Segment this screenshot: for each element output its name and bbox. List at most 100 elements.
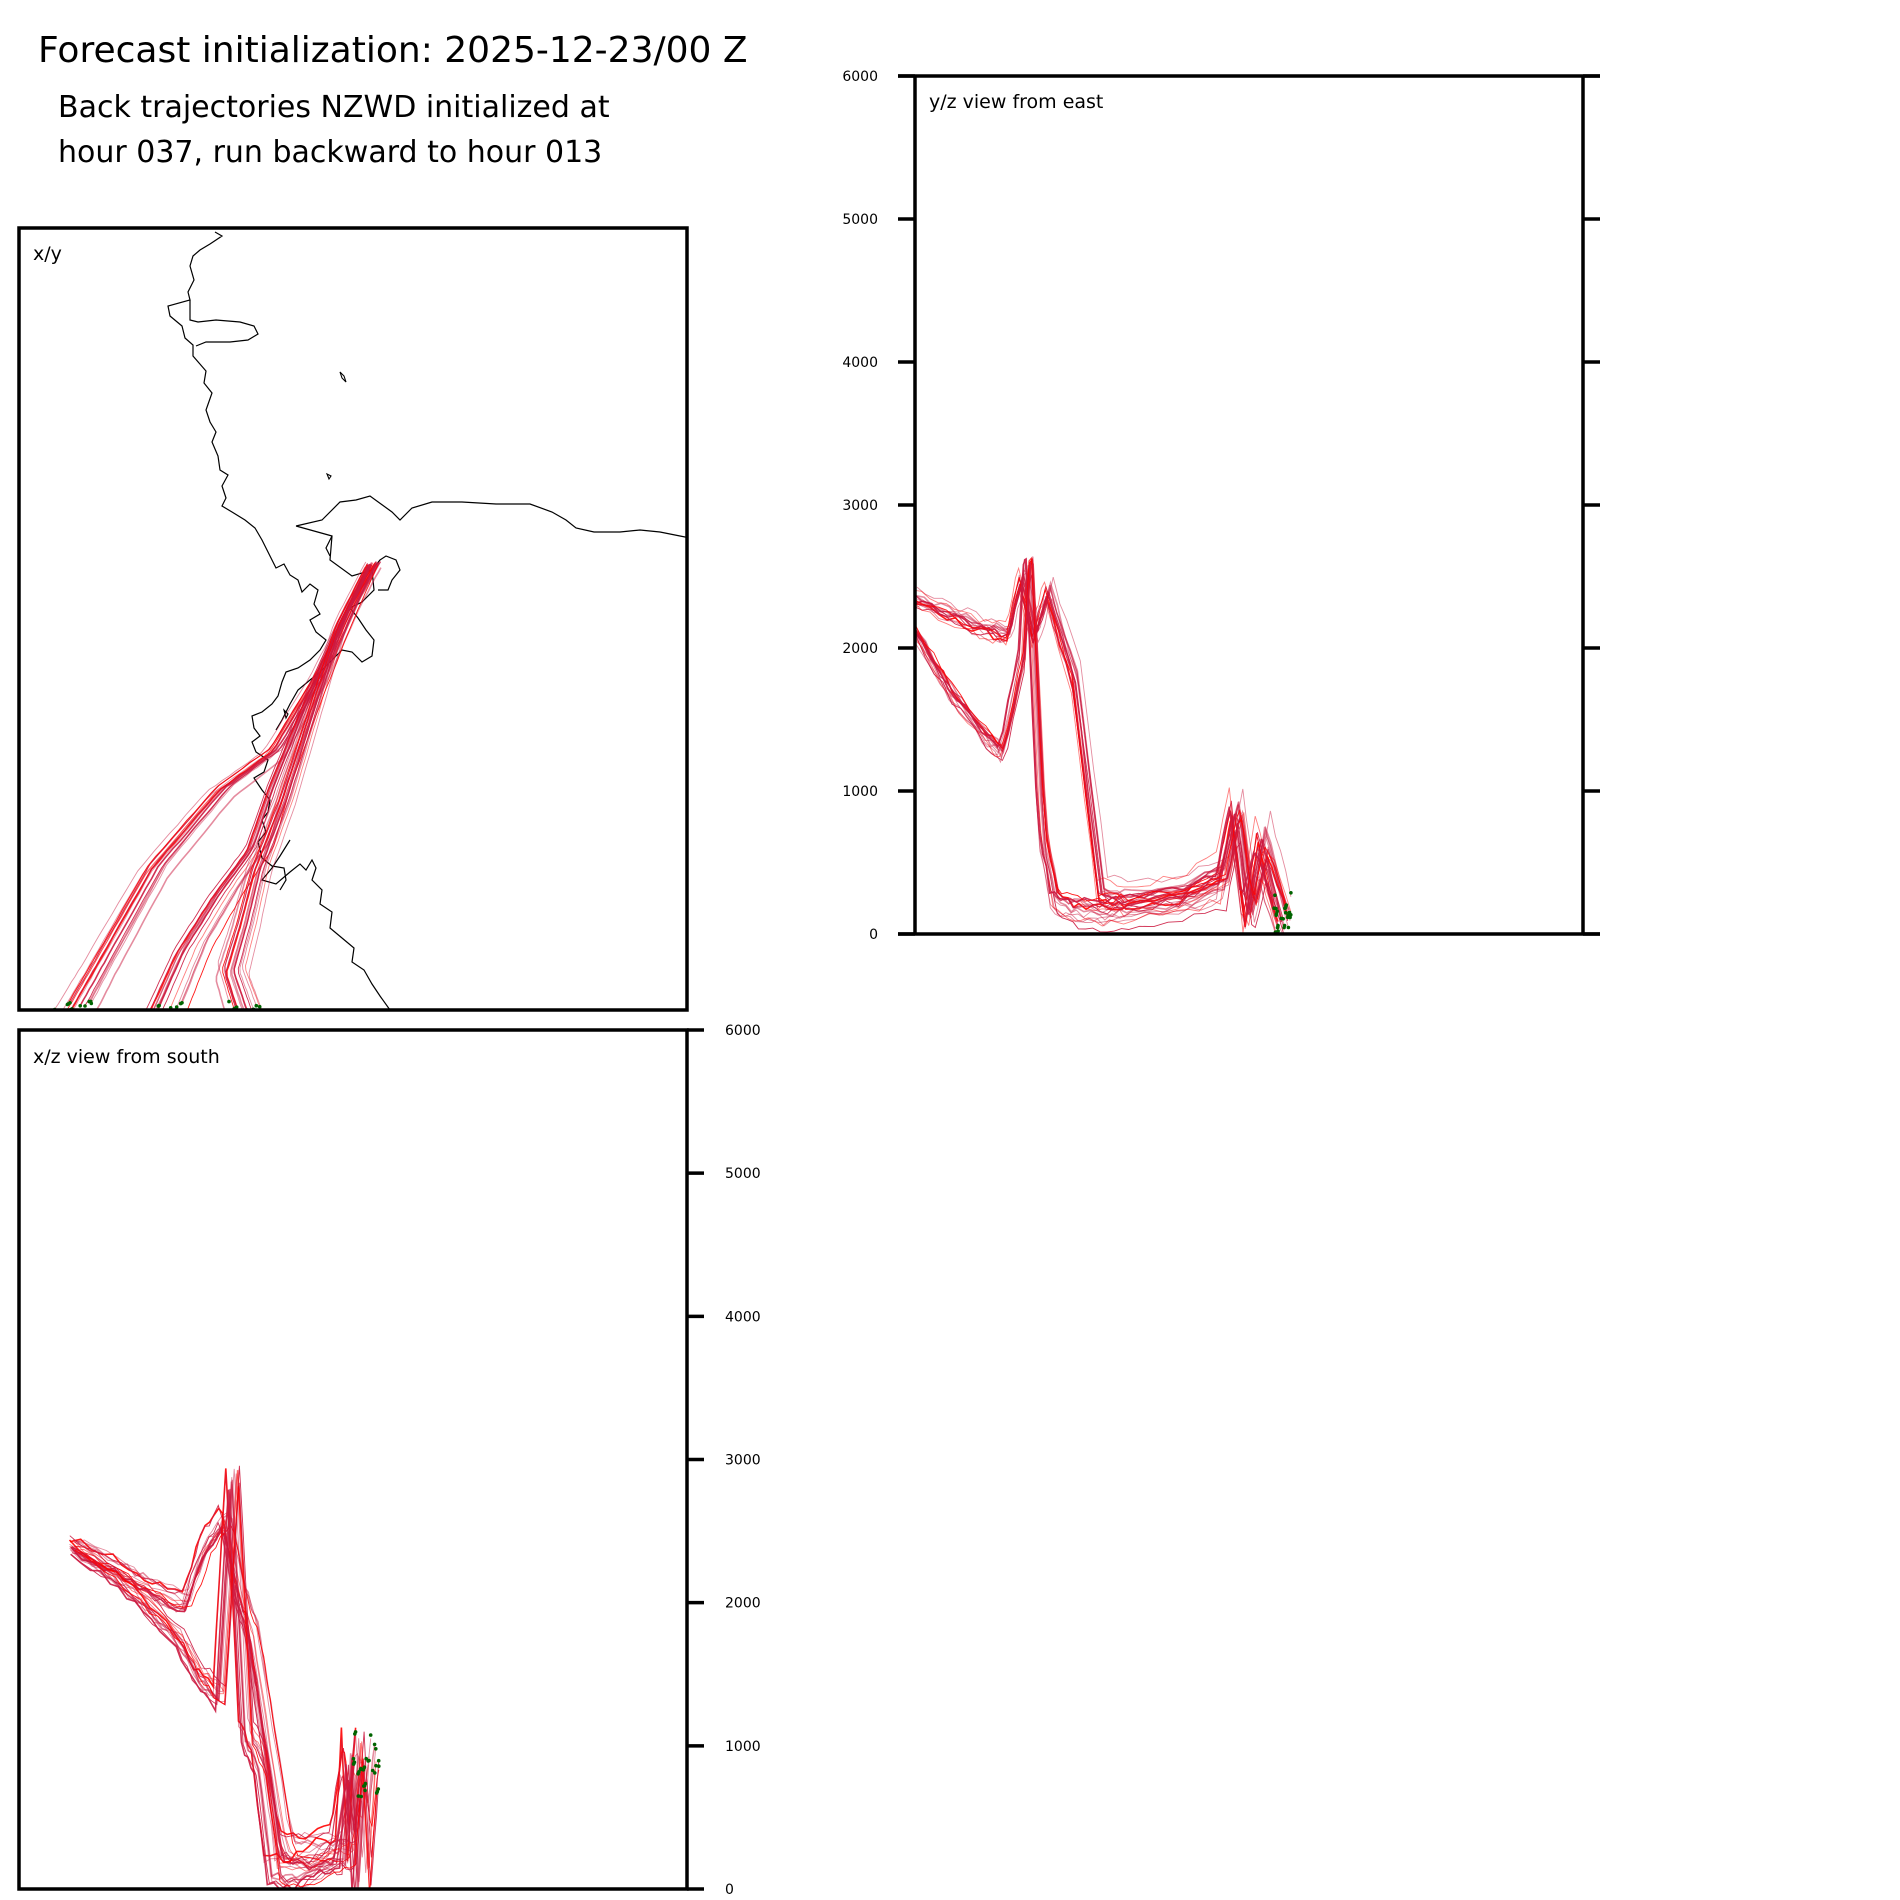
- xz-y-axis: 0 1000 2000 3000 4000 5000 6000: [687, 1023, 761, 1898]
- xy-start-marker-36: [225, 1017, 229, 1021]
- yz-tick-label-4: 4000: [842, 355, 878, 371]
- yz-start-marker-31: [1284, 903, 1289, 907]
- yz-start-marker-7: [1286, 925, 1291, 930]
- coastline-north-tongue: [189, 300, 259, 347]
- xy-start-marker-21: [152, 1015, 156, 1019]
- xy-trajectory-lines: [54, 561, 382, 1010]
- xy-trajectory-bundle_east-14: [230, 564, 370, 1010]
- yz-start-markers: [1272, 891, 1293, 948]
- yz-trajectory-lines: [915, 556, 1292, 934]
- xy-start-marker-14: [88, 999, 93, 1004]
- xy-frame: [17, 226, 689, 1012]
- xz-tick-label-2: 2000: [725, 1596, 761, 1612]
- yz-start-marker-28: [1272, 906, 1276, 910]
- xy-start-marker-29: [151, 1016, 155, 1020]
- xz-tick-label-3: 3000: [725, 1453, 761, 1469]
- xy-trajectory-bundle_mid-15: [186, 565, 379, 1010]
- xz-start-marker-13: [374, 1747, 378, 1751]
- xy-start-marker-9: [83, 1004, 87, 1008]
- xz-start-marker-23: [367, 1758, 371, 1763]
- xy-start-marker-27: [156, 1004, 161, 1008]
- xz-tick-label-0: 0: [725, 1882, 734, 1898]
- island-b: [325, 472, 332, 481]
- xy-start-marker-25: [159, 1013, 163, 1017]
- xz-start-marker-11: [368, 1733, 373, 1737]
- yz-panel: 0 1000 2000 3000 4000 5000 6000 y/z view from …: [842, 69, 1600, 948]
- yz-start-marker-26: [1278, 936, 1282, 940]
- xy-start-marker-15: [65, 1002, 70, 1007]
- xy-trajectory-bundle_east-5: [245, 562, 374, 1007]
- yz-trajectory-height_profile_lower-9: [915, 557, 1277, 908]
- yz-trajectory-height_profile_lower-15: [915, 556, 1287, 908]
- xy-trajectory-bundle_east-6: [225, 565, 369, 1010]
- xz-panel: 0 1000 2000 3000 4000 5000 6000 x/z view from …: [17, 1023, 761, 1898]
- xy-start-marker-32: [237, 1012, 241, 1016]
- xy-start-marker-16: [146, 1016, 150, 1020]
- yz-panel-label: y/z view from east: [929, 91, 1103, 113]
- xz-start-markers: [351, 1730, 381, 1799]
- yz-tick-label-1: 1000: [842, 784, 878, 800]
- xz-trajectory-height_profile_lower-12: [70, 1489, 360, 1889]
- xz-panel-label: x/z view from south: [33, 1046, 220, 1068]
- xy-start-marker-5: [62, 1013, 66, 1017]
- xz-start-marker-22: [376, 1758, 381, 1763]
- yz-start-marker-2: [1289, 891, 1293, 895]
- xz-start-marker-17: [351, 1762, 356, 1766]
- xz-start-marker-18: [370, 1768, 375, 1773]
- xz-start-marker-21: [373, 1771, 377, 1775]
- xz-trajectory-height_profile_lower-1: [69, 1471, 355, 1866]
- xz-start-marker-4: [372, 1742, 377, 1747]
- xy-trajectory-bundle_east-12: [233, 563, 371, 1010]
- yz-start-marker-14: [1283, 906, 1288, 910]
- xz-tick-label-5: 5000: [725, 1166, 761, 1182]
- xz-tick-label-1: 1000: [725, 1739, 761, 1755]
- xy-trajectory-bundle_east-11: [248, 565, 375, 1010]
- yz-start-marker-5: [1273, 893, 1277, 897]
- xy-trajectory-bundle_mid-10: [170, 563, 375, 1008]
- yz-start-marker-29: [1288, 915, 1292, 920]
- xy-trajectory-bundle_east-15: [222, 564, 368, 1010]
- yz-tick-label-2: 2000: [842, 641, 878, 657]
- xz-trajectory-lines: [68, 1465, 380, 1889]
- xy-panel-label: x/y: [33, 243, 62, 265]
- yz-tick-label-6: 6000: [842, 69, 878, 85]
- xy-trajectory-bundle_west-10: [66, 564, 376, 1010]
- xz-start-marker-16: [351, 1756, 356, 1761]
- xz-start-marker-15: [377, 1764, 381, 1768]
- xy-start-marker-17: [174, 1005, 179, 1009]
- yz-tick-label-5: 5000: [842, 212, 878, 228]
- xz-trajectory-height_profile_lower-0: [68, 1468, 355, 1864]
- xy-start-marker-30: [178, 1001, 183, 1006]
- yz-tick-label-3: 3000: [842, 498, 878, 514]
- xy-start-marker-12: [78, 1004, 82, 1008]
- yz-start-marker-13: [1283, 910, 1288, 915]
- island-c: [282, 708, 289, 720]
- yz-trajectory-height_profile_upper-2: [916, 566, 1292, 898]
- xz-start-marker-28: [356, 1794, 361, 1798]
- island-a: [339, 371, 347, 383]
- xy-start-marker-45: [227, 999, 231, 1004]
- xz-tick-label-4: 4000: [725, 1309, 761, 1325]
- xz-trajectory-height_profile_lower-15: [74, 1486, 378, 1889]
- coastline-east-bay: [325, 535, 401, 591]
- yz-trajectory-height_profile_lower-1: [915, 571, 1283, 934]
- xy-trajectory-bundle_east-0: [225, 564, 369, 1010]
- yz-start-marker-12: [1279, 916, 1284, 921]
- xy-start-marker-37: [257, 1004, 262, 1009]
- coastline-east: [275, 495, 687, 731]
- yz-start-marker-19: [1286, 944, 1290, 948]
- xz-start-marker-30: [362, 1783, 367, 1788]
- xz-start-marker-31: [374, 1791, 379, 1795]
- xy-trajectory-bundle_east-9: [237, 564, 372, 1010]
- figure-subtitle-line-2: hour 037, run backward to hour 013: [58, 135, 603, 170]
- coastline-west: [167, 231, 327, 891]
- coastline-south: [260, 839, 391, 1010]
- xy-start-marker-28: [154, 1013, 158, 1017]
- xy-start-marker-20: [149, 1015, 153, 1019]
- xz-start-marker-6: [353, 1732, 357, 1736]
- xz-start-marker-12: [358, 1767, 363, 1772]
- yz-start-marker-6: [1275, 925, 1280, 930]
- xy-trajectory-bundle_mid-1: [176, 562, 376, 1008]
- xz-trajectory-height_profile_lower-14: [71, 1477, 366, 1887]
- xz-start-marker-25: [359, 1794, 364, 1799]
